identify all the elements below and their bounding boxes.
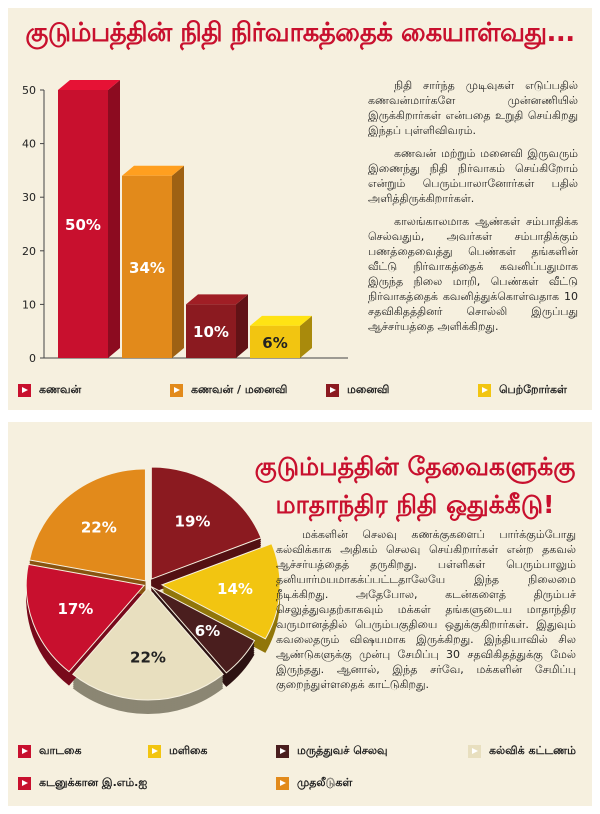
bar-side-face bbox=[108, 80, 120, 358]
bar-chart-description: நிதி சார்ந்த முடிவுகள் எடுப்பதில் கணவன்ம… bbox=[368, 78, 578, 342]
bar-front-face bbox=[186, 304, 236, 358]
pie-title-line-2: மாதாந்திர நிதி ஒதுக்கீடு! bbox=[275, 490, 555, 519]
pie-data-label: 19% bbox=[175, 513, 211, 531]
y-tick-label: 10 bbox=[22, 298, 36, 311]
pie-data-label: 22% bbox=[81, 518, 117, 536]
legend-label: கல்விக் கட்டணம் bbox=[489, 744, 576, 757]
legend-item-education: கல்விக் கட்டணம் bbox=[468, 744, 576, 759]
legend-label: வாடகை bbox=[39, 744, 82, 757]
y-tick-label: 0 bbox=[29, 352, 36, 365]
bar-top-face bbox=[186, 294, 248, 305]
legend-item-husband: கணவன் bbox=[18, 383, 81, 398]
legend-swatch-icon bbox=[148, 745, 161, 758]
legend-swatch-icon bbox=[18, 745, 31, 758]
legend-label: பெற்றோர்கள் bbox=[499, 383, 567, 396]
legend-item-wife: மனைவி bbox=[326, 383, 389, 398]
pie-slice-face bbox=[150, 466, 262, 580]
pie-slice-face bbox=[28, 468, 146, 582]
pie-slice-5: 22% bbox=[28, 468, 146, 582]
pie-chart-panel: 19% 14% 6% 22% 17% 22% குடும்பத்தின் தேவைகளுக… bbox=[8, 422, 592, 806]
legend-swatch-icon bbox=[170, 384, 183, 397]
legend-label: முதலீடுகள் bbox=[297, 776, 353, 789]
pie-slice-face bbox=[72, 587, 224, 701]
legend-label: கடனுக்கான இ.எம்.ஐ bbox=[39, 776, 148, 789]
y-tick-label: 20 bbox=[22, 245, 36, 258]
pie-slice-face bbox=[25, 563, 146, 673]
bar-0: 50% bbox=[58, 80, 120, 358]
legend-item-rent: வாடகை bbox=[18, 744, 81, 759]
bar-chart-title: குடும்பத்தின் நிதி நிர்வாகத்தைக் கையாள்வ… bbox=[25, 18, 575, 48]
legend-label: மனைவி bbox=[347, 383, 390, 396]
bar-top-face bbox=[122, 165, 184, 176]
bar-chart-panel: குடும்பத்தின் நிதி நிர்வாகத்தைக் கையாள்வ… bbox=[8, 8, 592, 410]
legend-label: கணவன் / மனைவி bbox=[191, 383, 288, 396]
pie-slice-0: 19% bbox=[150, 466, 262, 580]
bar-chart: 0 10 20 30 40 50 50% 34% 10% 6% bbox=[22, 80, 348, 365]
pie-chart-title: குடும்பத்தின் தேவைகளுக்கு மாதாந்திர நிதி… bbox=[250, 448, 580, 524]
pie-slice-4: 17% bbox=[25, 563, 146, 673]
bar-side-face bbox=[172, 165, 184, 358]
legend-label: கணவன் bbox=[39, 383, 82, 396]
legend-swatch-icon bbox=[18, 777, 31, 790]
y-tick-label: 40 bbox=[22, 138, 36, 151]
pie-title-line-1: குடும்பத்தின் தேவைகளுக்கு bbox=[254, 452, 576, 481]
bar-side-face bbox=[300, 315, 312, 358]
y-tick-label: 50 bbox=[22, 84, 36, 97]
pie-data-label: 14% bbox=[217, 580, 253, 598]
legend-swatch-icon bbox=[18, 384, 31, 397]
bar-paragraph-3: காலங்காலமாக ஆண்கள் சம்பாதிக்க செல்வதும்,… bbox=[368, 215, 578, 333]
legend-swatch-icon bbox=[276, 745, 289, 758]
y-tick-label: 30 bbox=[22, 191, 36, 204]
pie-slice-1: 14% bbox=[160, 543, 281, 640]
pie-data-label: 22% bbox=[130, 648, 166, 666]
legend-item-grocery: மளிகை bbox=[148, 744, 207, 759]
legend-swatch-icon bbox=[468, 745, 481, 758]
legend-item-husband-wife: கணவன் / மனைவி bbox=[170, 383, 287, 398]
bar-front-face bbox=[122, 175, 172, 358]
legend-swatch-icon bbox=[276, 777, 289, 790]
pie-slice-2: 6% bbox=[150, 586, 256, 674]
legend-item-parents: பெற்றோர்கள் bbox=[478, 383, 567, 398]
bar-data-label: 50% bbox=[65, 216, 101, 234]
bar-top-face bbox=[58, 80, 120, 90]
legend-item-emi: கடனுக்கான இ.எம்.ஐ bbox=[18, 776, 147, 791]
bar-data-label: 10% bbox=[193, 323, 229, 341]
legend-label: மளிகை bbox=[169, 744, 208, 757]
bar-data-label: 6% bbox=[262, 334, 287, 352]
bar-data-label: 34% bbox=[129, 259, 165, 277]
bar-3: 6% bbox=[250, 315, 312, 358]
legend-swatch-icon bbox=[478, 384, 491, 397]
bar-2: 10% bbox=[186, 294, 248, 358]
bar-front-face bbox=[250, 325, 300, 358]
pie-chart-description: மக்களின் செலவு கணக்குகளைப் பார்க்கும்போத… bbox=[276, 527, 576, 700]
pie-data-label: 6% bbox=[195, 622, 220, 640]
bar-paragraph-1: நிதி சார்ந்த முடிவுகள் எடுப்பதில் கணவன்ம… bbox=[368, 79, 578, 137]
pie-data-label: 17% bbox=[57, 600, 93, 618]
pie-slice-3: 22% bbox=[72, 587, 224, 701]
bar-1: 34% bbox=[122, 165, 184, 358]
bar-top-face bbox=[250, 315, 312, 326]
pie-chart: 19% 14% 6% 22% 17% 22% bbox=[25, 466, 281, 714]
legend-label: மருத்துவச் செலவு bbox=[297, 744, 388, 757]
pie-slice-face bbox=[160, 543, 281, 640]
bar-paragraph-2: கணவன் மற்றும் மனைவி இருவரும் இணைந்து நித… bbox=[368, 147, 578, 205]
pie-slice-face bbox=[150, 586, 256, 674]
pie-paragraph: மக்களின் செலவு கணக்குகளைப் பார்க்கும்போத… bbox=[276, 528, 576, 691]
legend-swatch-icon bbox=[326, 384, 339, 397]
bar-front-face bbox=[58, 90, 108, 358]
bar-side-face bbox=[236, 294, 248, 358]
legend-item-investments: முதலீடுகள் bbox=[276, 776, 352, 791]
legend-item-medical: மருத்துவச் செலவு bbox=[276, 744, 388, 759]
